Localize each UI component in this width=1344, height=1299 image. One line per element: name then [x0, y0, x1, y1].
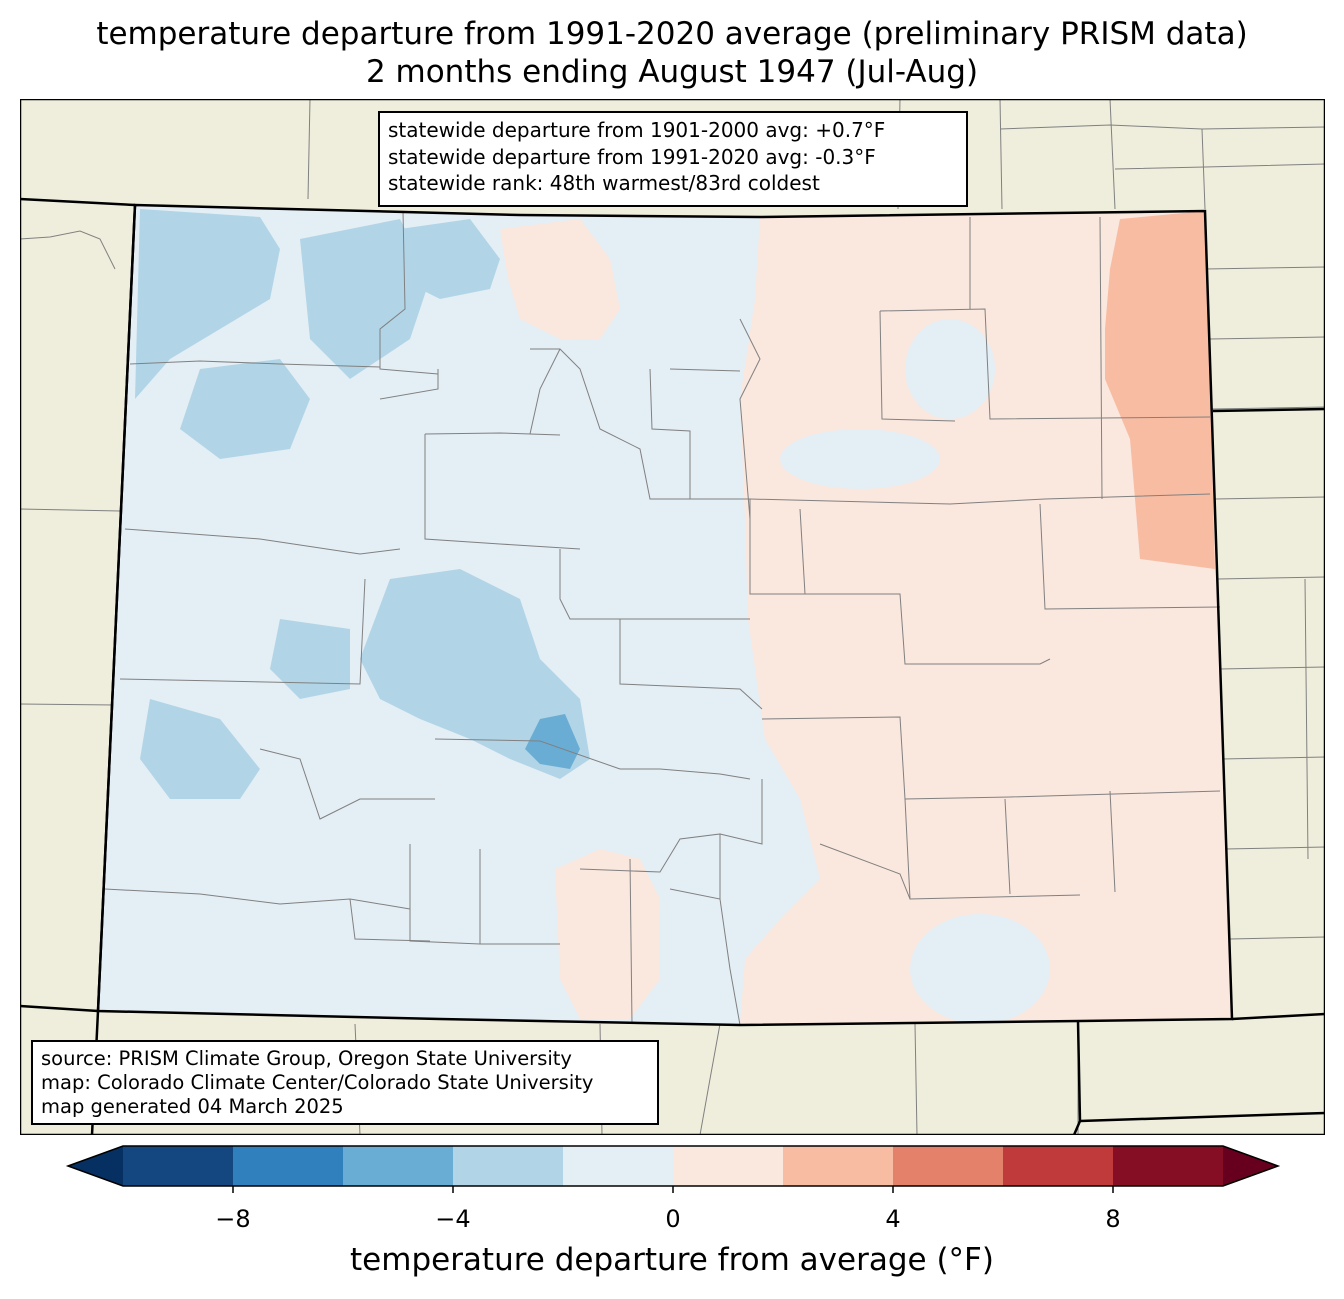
colorbar-bin: [673, 1146, 784, 1186]
cool-anomaly-core: [525, 714, 580, 769]
colorbar-tick-label: −4: [435, 1205, 471, 1233]
colorado-map: [20, 99, 1325, 1135]
source-line-3: map generated 04 March 2025: [41, 1095, 344, 1118]
colorbar-under-arrow: [68, 1146, 123, 1186]
stats-line-1: statewide departure from 1901-2000 avg: …: [388, 118, 886, 142]
colorbar-bin: [233, 1146, 344, 1186]
warm-anomaly-east: [740, 211, 1232, 1025]
colorbar-bin: [1003, 1146, 1114, 1186]
colorbar-tick-label: −8: [215, 1205, 251, 1233]
colorbar-bin: [893, 1146, 1004, 1186]
colorbar-bin: [123, 1146, 234, 1186]
colorbar-label: temperature departure from average (°F): [350, 1242, 994, 1278]
source-line-1: source: PRISM Climate Group, Oregon Stat…: [41, 1047, 572, 1070]
colorbar-tick-label: 4: [885, 1205, 901, 1233]
colorbar-over-arrow: [1223, 1146, 1278, 1186]
statewide-stats-box: statewide departure from 1901-2000 avg: …: [378, 111, 968, 207]
stats-line-3: statewide rank: 48th warmest/83rd coldes…: [388, 171, 820, 195]
colorbar-bin: [783, 1146, 894, 1186]
stats-line-2: statewide departure from 1991-2020 avg: …: [388, 144, 876, 169]
colorbar: [65, 1145, 1281, 1193]
colorbar-bin: [343, 1146, 454, 1186]
map-title-line1: temperature departure from 1991-2020 ave…: [96, 16, 1248, 52]
county-lines: [104, 210, 1221, 1026]
colorbar-tick-label: 0: [665, 1205, 681, 1233]
warm-anomaly-south: [555, 849, 660, 1019]
colorbar-bin: [1113, 1146, 1224, 1186]
cool-anomaly-west: [135, 209, 590, 799]
warm-anomaly-northeast: [1105, 211, 1215, 569]
colorbar-bin: [563, 1146, 674, 1186]
source-box: source: PRISM Climate Group, Oregon Stat…: [31, 1040, 659, 1125]
colorbar-tick-label: 8: [1105, 1205, 1121, 1233]
map-title-line2: 2 months ending August 1947 (Jul-Aug): [365, 54, 979, 90]
source-line-2: map: Colorado Climate Center/Colorado St…: [41, 1071, 594, 1094]
colorbar-bin: [453, 1146, 564, 1186]
warm-anomaly-north: [500, 219, 620, 339]
